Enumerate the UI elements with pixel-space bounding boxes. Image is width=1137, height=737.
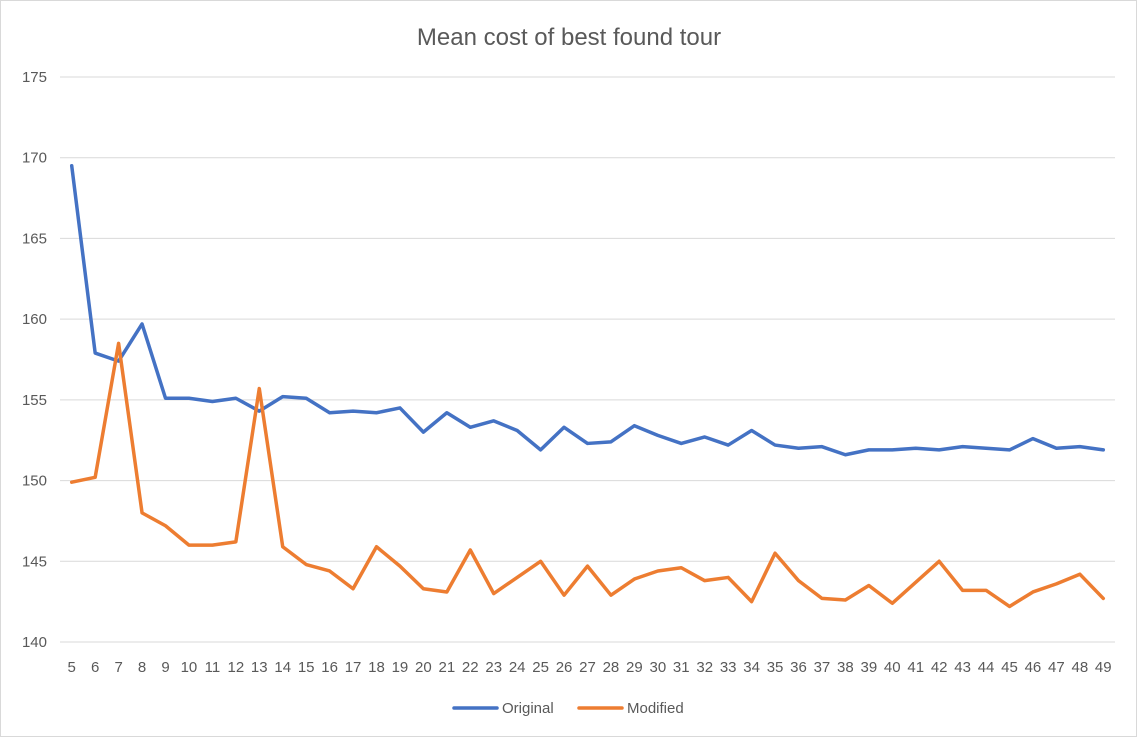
series-line-modified xyxy=(69,341,1106,609)
x-tick-label: 8 xyxy=(138,659,146,676)
x-tick-label: 24 xyxy=(509,659,526,676)
y-tick-label: 155 xyxy=(22,392,47,409)
x-tick-label: 31 xyxy=(673,659,690,676)
y-tick-label: 150 xyxy=(22,473,47,490)
x-tick-label: 29 xyxy=(626,659,643,676)
gridlines xyxy=(60,76,1115,643)
y-tick-label: 145 xyxy=(22,553,47,570)
x-tick-label: 41 xyxy=(907,659,924,676)
x-tick-label: 7 xyxy=(114,659,122,676)
x-axis-ticks: 5 6 7 8 9 10 11 12 13 14 15 16 17 18 19 20 21 22 23 24 25 26 2… xyxy=(68,659,1112,676)
y-tick-label: 175 xyxy=(22,69,47,86)
legend-label-modified: Modified xyxy=(627,700,684,717)
x-tick-label: 36 xyxy=(790,659,807,676)
chart-title: Mean cost of best found tour xyxy=(417,24,721,51)
x-tick-label: 19 xyxy=(392,659,409,676)
x-tick-label: 48 xyxy=(1071,659,1088,676)
x-tick-label: 10 xyxy=(181,659,198,676)
x-tick-label: 47 xyxy=(1048,659,1065,676)
x-tick-label: 16 xyxy=(321,659,338,676)
x-tick-label: 35 xyxy=(767,659,784,676)
x-tick-label: 44 xyxy=(978,659,995,676)
x-tick-label: 45 xyxy=(1001,659,1018,676)
y-tick-label: 165 xyxy=(22,230,47,247)
x-tick-label: 33 xyxy=(720,659,737,676)
x-tick-label: 39 xyxy=(860,659,877,676)
x-tick-label: 32 xyxy=(696,659,713,676)
x-tick-label: 26 xyxy=(556,659,573,676)
x-tick-label: 14 xyxy=(274,659,291,676)
x-tick-label: 18 xyxy=(368,659,385,676)
x-tick-label: 11 xyxy=(205,659,221,676)
x-tick-label: 20 xyxy=(415,659,432,676)
x-tick-label: 5 xyxy=(68,659,76,676)
x-tick-label: 21 xyxy=(438,659,455,676)
y-tick-label: 140 xyxy=(22,634,47,651)
x-tick-label: 49 xyxy=(1095,659,1112,676)
y-tick-label: 160 xyxy=(22,311,47,328)
x-tick-label: 13 xyxy=(251,659,268,676)
x-tick-label: 34 xyxy=(743,659,760,676)
series-lines xyxy=(69,164,1106,609)
x-tick-label: 12 xyxy=(227,659,244,676)
legend-label-original: Original xyxy=(502,700,554,717)
x-tick-label: 40 xyxy=(884,659,901,676)
x-tick-label: 15 xyxy=(298,659,315,676)
x-tick-label: 25 xyxy=(532,659,549,676)
x-tick-label: 27 xyxy=(579,659,596,676)
y-axis-ticks: 140 145 150 155 160 165 170 175 xyxy=(22,69,47,651)
x-tick-label: 43 xyxy=(954,659,971,676)
x-tick-label: 30 xyxy=(649,659,666,676)
x-tick-label: 17 xyxy=(345,659,362,676)
y-tick-label: 170 xyxy=(22,150,47,167)
x-tick-label: 9 xyxy=(161,659,169,676)
x-tick-label: 28 xyxy=(603,659,620,676)
x-tick-label: 38 xyxy=(837,659,854,676)
x-tick-label: 23 xyxy=(485,659,502,676)
legend: Original Modified xyxy=(452,700,684,717)
x-tick-label: 37 xyxy=(814,659,831,676)
x-tick-label: 22 xyxy=(462,659,479,676)
x-tick-label: 46 xyxy=(1025,659,1042,676)
x-tick-label: 42 xyxy=(931,659,948,676)
series-line-original xyxy=(69,164,1106,457)
x-tick-label: 6 xyxy=(91,659,99,676)
